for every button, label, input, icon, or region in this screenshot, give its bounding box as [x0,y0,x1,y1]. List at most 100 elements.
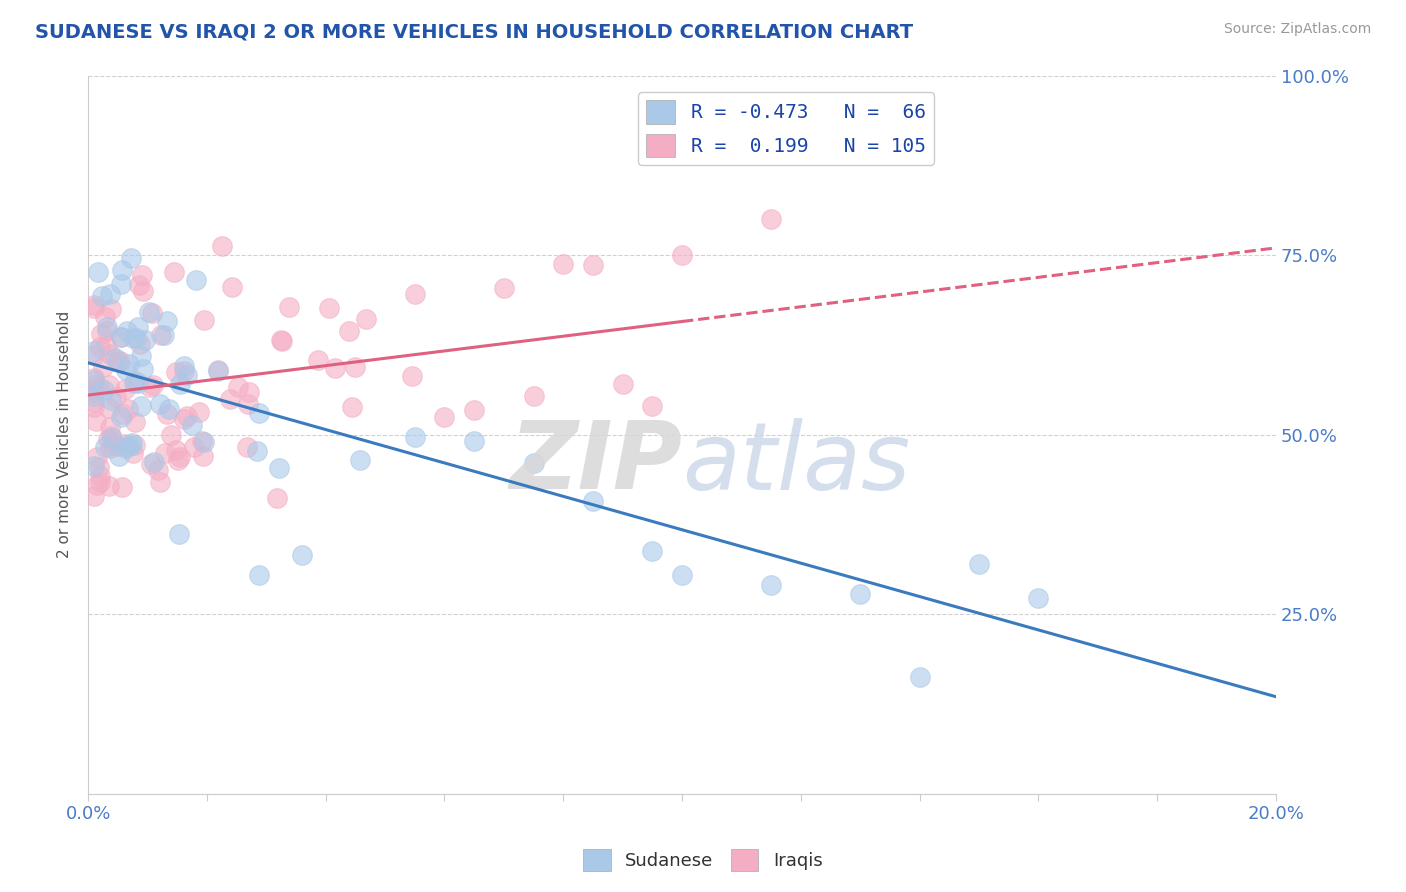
Point [83,373,105,387]
Point [181,418,204,433]
Point [120,251,142,265]
Point [307,353,329,368]
Point [849,587,872,601]
Point [124,438,146,452]
Point [110,354,132,368]
Point [125,331,148,345]
Point [173,412,195,426]
Point [100,287,122,301]
Point [96,324,118,338]
Point [169,450,191,465]
Point [91,359,114,374]
Point [98,441,121,455]
Point [523,388,546,402]
Point [156,407,179,421]
Point [128,277,150,292]
Point [193,449,215,463]
Point [117,324,139,338]
Point [349,452,371,467]
Point [138,304,160,318]
Point [94,440,117,454]
Point [83,383,105,397]
Point [463,402,485,417]
Point [83,348,105,362]
Point [162,265,184,279]
Point [169,376,191,391]
Point [671,248,693,262]
Point [89,340,111,354]
Point [218,392,240,406]
Point [138,379,160,393]
Point [83,371,105,385]
Point [83,301,105,315]
Text: atlas: atlas [682,417,910,508]
Point [117,439,139,453]
Text: Source: ZipAtlas.com: Source: ZipAtlas.com [1223,22,1371,37]
Point [98,347,121,361]
Point [112,436,135,450]
Point [98,401,121,415]
Point [193,434,215,449]
Point [344,360,367,375]
Point [173,364,195,378]
Point [238,384,260,399]
Point [110,277,132,292]
Point [104,390,127,404]
Point [103,437,125,451]
Point [93,310,115,324]
Point [267,461,290,475]
Point [100,393,122,408]
Point [492,281,515,295]
Point [124,374,146,388]
Point [323,360,346,375]
Point [153,446,176,460]
Point [340,401,363,415]
Point [89,475,111,489]
Point [157,402,180,417]
Point [142,455,165,469]
Point [176,368,198,382]
Point [97,432,120,446]
Point [98,420,121,434]
Point [1028,591,1050,605]
Point [118,357,141,371]
Point [121,446,143,460]
Point [278,300,301,314]
Point [107,354,129,368]
Point [83,377,105,392]
Point [318,301,340,315]
Text: SUDANESE VS IRAQI 2 OR MORE VEHICLES IN HOUSEHOLD CORRELATION CHART: SUDANESE VS IRAQI 2 OR MORE VEHICLES IN … [35,22,914,41]
Point [228,380,250,394]
Point [121,435,143,450]
Point [270,334,292,349]
Point [122,331,145,345]
Point [176,409,198,423]
Point [83,389,105,403]
Point [247,567,270,582]
Point [101,432,124,446]
Point [159,428,181,442]
Point [142,378,165,392]
Point [523,457,546,471]
Point [211,238,233,252]
Point [83,400,105,414]
Point [641,544,664,558]
Point [107,439,129,453]
Point [221,279,243,293]
Point [129,399,152,413]
Point [132,362,155,376]
Point [112,407,135,421]
Point [149,327,172,342]
Point [91,289,114,303]
Point [207,362,229,376]
Y-axis label: 2 or more Vehicles in Household: 2 or more Vehicles in Household [58,311,72,558]
Point [337,324,360,338]
Point [83,298,105,312]
Point [127,320,149,334]
Point [401,369,423,384]
Point [83,459,105,474]
Point [207,364,229,378]
Point [111,263,134,277]
Point [184,273,207,287]
Point [83,344,105,359]
